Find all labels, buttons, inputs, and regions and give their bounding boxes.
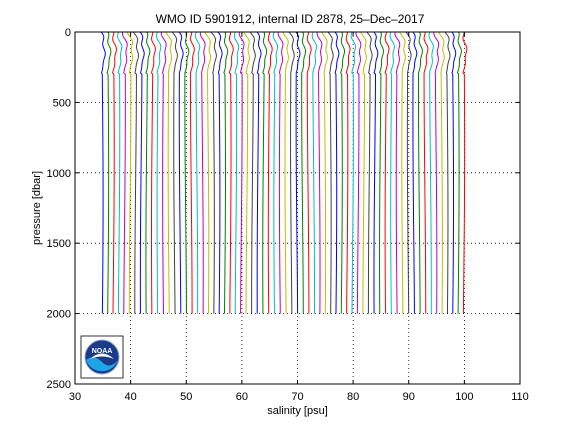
profile-line <box>277 31 284 314</box>
x-tick-label: 110 <box>511 391 529 403</box>
profile-line <box>438 31 445 314</box>
profile-line <box>384 31 390 314</box>
profile-line <box>334 31 340 314</box>
profile-line <box>433 31 440 314</box>
profile-line <box>150 31 156 314</box>
profile-line <box>451 31 457 314</box>
y-tick-label: 2000 <box>47 309 71 321</box>
y-tick-label: 1500 <box>47 238 71 250</box>
profile-line <box>373 31 379 314</box>
profile-series <box>100 31 468 314</box>
profile-line <box>178 31 184 314</box>
profile-line <box>428 31 434 314</box>
profile-line <box>194 31 201 314</box>
profile-line <box>316 31 323 314</box>
profile-line <box>399 31 406 314</box>
profile-line <box>321 31 328 314</box>
profile-line <box>405 31 412 314</box>
profile-line <box>238 31 245 314</box>
profile-line <box>126 31 134 314</box>
y-tick-label: 500 <box>53 97 71 109</box>
x-tick-label: 40 <box>125 391 137 403</box>
profile-line <box>282 31 289 314</box>
axis-ticks: 30 40 50 60 70 80 90 100 110 0 500 1000 1500 2000 2500 <box>47 27 529 403</box>
profile-line <box>199 31 206 314</box>
logo-wave <box>86 357 118 372</box>
y-tick-label: 1000 <box>47 168 71 180</box>
chart-title: WMO ID 5901912, internal ID 2878, 25–Dec… <box>156 12 425 26</box>
profile-line <box>217 31 223 314</box>
profile-line <box>350 31 356 314</box>
x-axis-label: salinity [psu] <box>267 405 328 417</box>
y-tick-label: 2500 <box>47 379 71 391</box>
profile-line <box>132 31 139 314</box>
profile-line <box>139 31 145 314</box>
profile-line <box>412 31 418 314</box>
profile-line <box>306 31 312 314</box>
profile-line <box>272 31 279 314</box>
profile-line <box>423 31 429 314</box>
x-tick-label: 70 <box>291 391 303 403</box>
y-tick-label: 0 <box>65 27 71 39</box>
profile-line <box>210 31 217 314</box>
profile-line <box>389 31 395 314</box>
profile-line <box>311 31 318 314</box>
profile-line <box>366 31 373 314</box>
profile-line <box>171 31 178 314</box>
profile-line <box>189 31 195 314</box>
profile-line <box>327 31 334 314</box>
profile-line <box>262 31 268 314</box>
profile-line <box>417 31 423 314</box>
x-tick-label: 60 <box>236 391 248 403</box>
profile-line <box>301 31 307 314</box>
profile-line <box>462 31 468 314</box>
profile-line <box>444 31 451 314</box>
profile-line <box>379 31 384 314</box>
profile-line <box>204 31 212 314</box>
profile-line <box>295 31 301 314</box>
profile-line <box>345 31 351 314</box>
profile-line <box>228 31 234 314</box>
profile-line <box>160 31 167 314</box>
profile-line <box>340 31 346 314</box>
profile-line <box>145 31 151 314</box>
profile-line <box>223 31 229 314</box>
logo-bird <box>90 353 114 359</box>
profile-line <box>394 31 401 314</box>
profile-line <box>155 31 162 314</box>
profile-line <box>256 31 262 314</box>
profile-line <box>243 31 251 314</box>
profile-line <box>165 31 173 314</box>
profile-line <box>249 31 256 314</box>
y-axis-label: pressure [dbar] <box>31 171 43 245</box>
profile-line <box>288 31 295 314</box>
x-tick-label: 30 <box>69 391 81 403</box>
profile-line <box>355 31 362 314</box>
profile-line <box>117 31 123 314</box>
x-tick-label: 90 <box>403 391 415 403</box>
profile-line <box>456 31 462 314</box>
x-tick-label: 100 <box>455 391 473 403</box>
profile-line <box>360 31 367 314</box>
profile-line <box>233 31 240 314</box>
x-tick-label: 50 <box>180 391 192 403</box>
logo-text: NOAA <box>92 348 113 355</box>
profile-line <box>106 31 112 314</box>
profile-line <box>100 31 106 314</box>
profile-line <box>184 31 190 314</box>
x-tick-label: 80 <box>347 391 359 403</box>
profile-line <box>121 31 128 314</box>
profile-line <box>267 31 273 314</box>
profile-line <box>112 31 117 314</box>
noaa-logo: NOAA <box>80 335 124 379</box>
